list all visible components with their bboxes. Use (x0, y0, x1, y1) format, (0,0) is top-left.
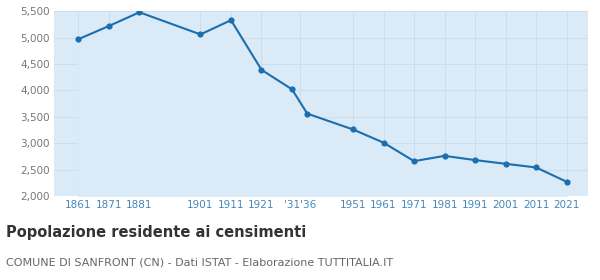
Point (532, 165, 541, 170)
Point (74, 37, 83, 41)
Point (440, 154, 449, 158)
Point (257, 67, 266, 72)
Point (409, 159, 419, 164)
Point (470, 158, 480, 162)
Point (196, 32, 205, 37)
Text: COMUNE DI SANFRONT (CN) - Dati ISTAT - Elaborazione TUTTITALIA.IT: COMUNE DI SANFRONT (CN) - Dati ISTAT - E… (6, 258, 393, 268)
Text: Popolazione residente ai censimenti: Popolazione residente ai censimenti (6, 225, 306, 241)
Point (302, 111, 312, 116)
Point (134, 10, 144, 15)
Point (348, 127, 358, 132)
Point (501, 162, 511, 166)
Point (104, 24, 114, 28)
Point (562, 179, 571, 184)
Point (379, 141, 388, 145)
Point (287, 87, 297, 92)
Point (226, 18, 236, 22)
